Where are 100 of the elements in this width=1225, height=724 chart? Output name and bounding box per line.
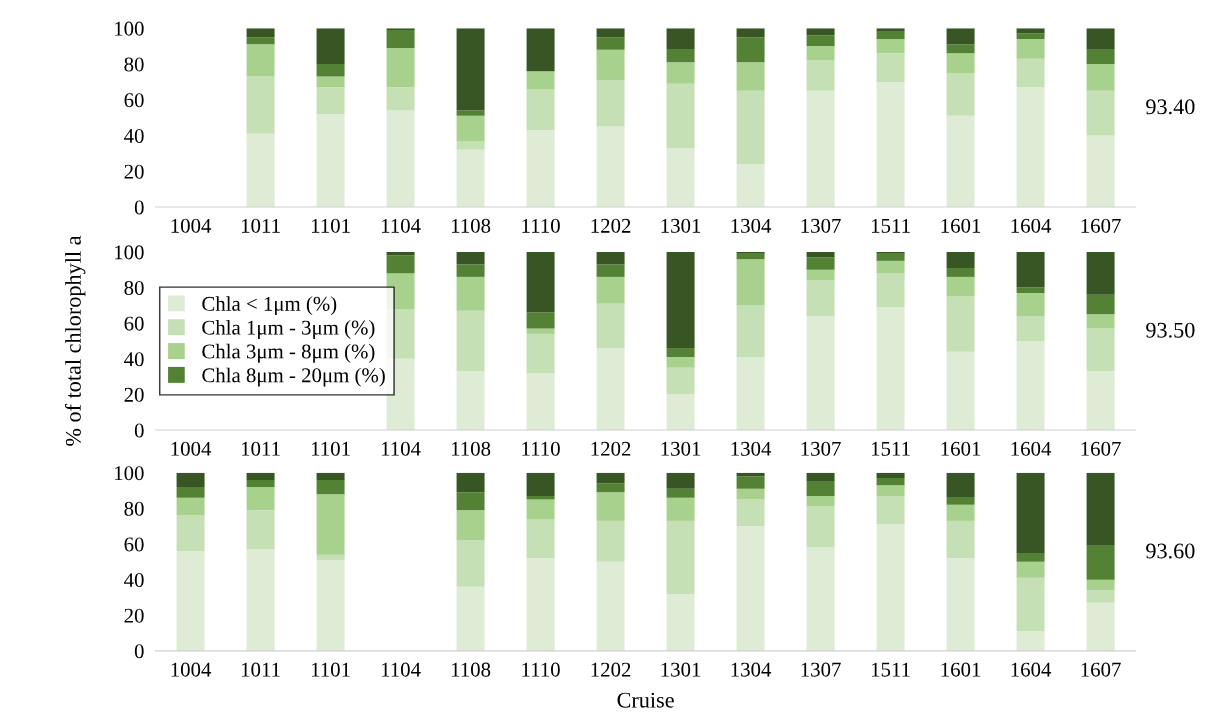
bar [806,46,835,61]
bar [1086,472,1115,546]
bar [246,133,275,208]
bar [596,492,625,521]
bar [946,558,975,651]
x-tick-label: 1004 [171,441,212,456]
x-tick-label: 1511 [871,662,910,677]
bar [246,472,275,480]
bar [526,130,555,208]
x-tick-label: 1307 [801,441,841,456]
y-tick-label: 60 [124,93,144,108]
bar [666,472,695,489]
bar [456,492,485,511]
bar [316,28,345,64]
bar [806,547,835,651]
bar [736,488,765,500]
bar [666,28,695,50]
bar [876,253,905,261]
bar [1016,316,1045,341]
x-tick-label: 1301 [661,441,701,456]
x-axis-title: Cruise [617,692,674,708]
bar [526,251,555,313]
bar [456,149,485,208]
bar [526,28,555,72]
legend-label: Chla 1μm - 3μm (%) [202,320,375,339]
bar [456,276,485,311]
bar [1016,577,1045,632]
bar [526,71,555,90]
bar [1086,135,1115,208]
bar [946,44,975,54]
bar [316,560,345,651]
x-tick-label: 1304 [731,441,772,456]
bar [666,488,695,498]
x-tick-label: 1104 [381,218,421,233]
bar [456,510,485,541]
bar [876,478,905,486]
bar [876,81,905,208]
bar [526,373,555,431]
bar [666,367,695,395]
bar [176,551,205,651]
bar [876,260,905,274]
x-tick-label: 1101 [311,441,350,456]
bar [1086,64,1115,91]
bar [666,148,695,208]
x-tick-label: 1104 [381,662,421,677]
bar [316,64,345,77]
bar [806,495,835,507]
bar [456,310,485,372]
bar [736,37,765,63]
bar [806,251,835,258]
bar [806,472,835,482]
bar [736,305,765,358]
bar [806,257,835,270]
bar [946,276,975,297]
bar [456,540,485,587]
x-tick-label: 1607 [1081,218,1121,233]
y-tick-label: 100 [115,21,144,36]
bar [596,483,625,493]
y-tick-label: 80 [124,57,144,72]
bar [666,348,695,358]
bar [1086,545,1115,580]
x-tick-label: 1101 [311,218,350,233]
bar [386,47,415,88]
x-tick-label: 1601 [941,441,981,456]
bar [456,371,485,431]
bar [386,110,415,208]
bar [386,255,415,274]
bar [876,495,905,525]
bar [1086,579,1115,591]
bar [596,472,625,484]
bar [1016,28,1045,34]
bar [946,504,975,521]
x-tick-label: 1604 [1011,218,1052,233]
bar [806,280,835,317]
bar [806,35,835,47]
bar [246,510,275,550]
bar [736,499,765,527]
x-tick-label: 1011 [241,218,280,233]
bar [246,44,275,77]
bar [596,520,625,562]
bar [596,28,625,38]
bar [736,357,765,431]
y-tick-label: 40 [124,573,144,588]
bar [596,303,625,349]
bar [316,494,345,555]
bar [526,333,555,374]
bar [1086,49,1115,64]
bar [946,53,975,73]
bar [596,348,625,431]
bar [526,89,555,131]
bar [176,487,205,498]
bar [666,593,695,651]
x-tick-label: 1301 [661,662,701,677]
bar [876,307,905,431]
bar [1086,251,1115,295]
bar [246,479,275,488]
bar [246,487,275,511]
bar [316,114,345,208]
bar [386,87,415,111]
legend-label: Chla < 1μm (%) [202,296,337,316]
